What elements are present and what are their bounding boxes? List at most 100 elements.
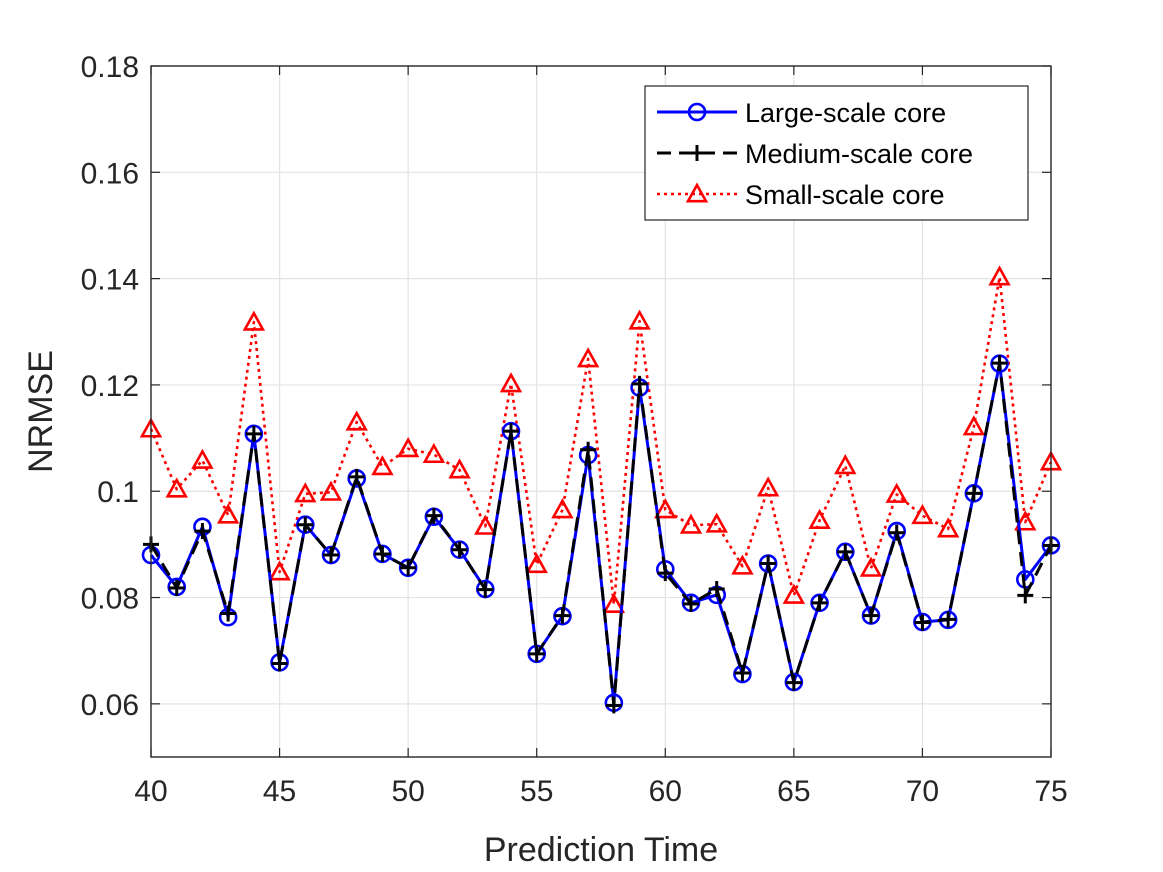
data-point-plus — [168, 579, 185, 596]
x-tick-label: 40 — [134, 775, 167, 808]
x-tick-label: 50 — [391, 775, 424, 808]
data-point-plus — [863, 607, 879, 624]
y-tick-label: 0.14 — [81, 264, 139, 297]
data-point-triangle — [474, 514, 497, 535]
data-point-plus — [245, 425, 262, 442]
data-point-triangle — [628, 309, 651, 330]
data-point-plus — [374, 545, 391, 562]
data-point-triangle — [216, 503, 240, 524]
data-point-triangle — [911, 504, 934, 525]
data-point-plus — [1017, 587, 1034, 604]
x-tick-label: 45 — [263, 775, 296, 808]
x-tick-label: 70 — [906, 775, 939, 808]
data-point-plus — [580, 441, 597, 458]
data-point-triangle — [756, 476, 780, 497]
data-point-plus — [425, 507, 442, 524]
data-point-plus — [708, 581, 725, 598]
data-point-triangle — [705, 512, 728, 533]
data-point-plus — [991, 355, 1008, 372]
data-point-triangle — [294, 482, 317, 503]
series-layer — [139, 265, 1063, 714]
data-point-triangle — [345, 410, 368, 431]
data-point-plus — [477, 581, 494, 598]
data-point-plus — [631, 375, 648, 392]
data-point-triangle — [499, 372, 523, 393]
data-point-triangle — [654, 498, 677, 519]
data-point-plus — [323, 547, 339, 564]
data-point-triangle — [242, 310, 266, 331]
data-point-triangle — [319, 480, 343, 501]
data-point-plus — [554, 607, 571, 624]
legend-label: Medium-scale core — [745, 139, 973, 169]
y-tick-label: 0.08 — [81, 583, 139, 616]
data-point-triangle — [422, 442, 446, 464]
axes-box — [150, 65, 1052, 758]
data-point-triangle — [885, 482, 908, 503]
data-point-triangle — [268, 560, 291, 581]
data-point-triangle — [679, 513, 703, 534]
data-point-plus — [837, 543, 854, 560]
legend-label: Large-scale core — [745, 98, 946, 128]
x-axis-title: Prediction Time — [484, 831, 718, 869]
data-point-triangle — [371, 455, 394, 476]
data-point-plus — [400, 559, 417, 576]
data-point-plus — [965, 485, 982, 502]
data-point-triangle — [808, 508, 831, 529]
data-point-plus — [528, 645, 545, 662]
series-medium-scale-core — [143, 355, 1059, 714]
y-tick-label: 0.06 — [81, 689, 139, 722]
y-tick-label: 0.18 — [81, 51, 139, 84]
data-point-triangle — [191, 448, 214, 469]
data-point-triangle — [962, 415, 986, 436]
data-point-plus — [811, 594, 828, 611]
legend-label: Small-scale core — [745, 180, 945, 210]
axes — [150, 65, 1052, 758]
data-point-plus — [888, 524, 905, 541]
data-point-triangle — [859, 556, 883, 577]
legend: Large-scale core Medium-scale core Small-s… — [644, 85, 1029, 221]
data-point-triangle — [525, 552, 548, 574]
legend-entry: Medium-scale core — [657, 139, 973, 169]
data-point-triangle — [576, 347, 600, 368]
data-point-triangle — [936, 517, 960, 538]
legend-entry: Small-scale core — [657, 180, 945, 210]
x-tick-label: 60 — [649, 775, 682, 808]
data-point-plus — [348, 468, 365, 485]
data-point-plus — [271, 655, 288, 672]
data-point-plus — [605, 697, 622, 714]
legend-entry: Large-scale core — [657, 98, 946, 128]
data-point-triangle — [988, 265, 1011, 286]
data-point-plus — [194, 523, 211, 540]
data-point-plus — [689, 145, 705, 161]
tick-labels: 40 45 50 55 60 65 70 75 0.06 0.08 0.1 0.12 0.14 0.16 0… — [81, 51, 1068, 808]
data-point-plus — [297, 516, 314, 533]
data-point-triangle — [782, 583, 806, 604]
data-point-plus — [657, 565, 674, 582]
x-tick-label: 75 — [1034, 775, 1067, 808]
x-tick-label: 65 — [777, 775, 810, 808]
data-point-circle — [687, 102, 707, 122]
data-point-plus — [683, 595, 699, 612]
data-point-triangle — [834, 454, 857, 475]
data-point-triangle — [602, 592, 626, 613]
data-point-plus — [940, 611, 957, 628]
data-point-plus — [451, 541, 468, 558]
data-point-triangle — [165, 477, 188, 498]
data-point-plus — [220, 605, 237, 622]
data-point-triangle — [448, 458, 471, 479]
data-point-triangle — [731, 554, 754, 575]
y-tick-label: 0.16 — [81, 157, 139, 190]
data-point-triangle — [685, 182, 709, 203]
data-point-plus — [785, 674, 802, 691]
x-tick-label: 55 — [520, 775, 553, 808]
legend-box — [644, 85, 1029, 221]
data-point-triangle — [551, 498, 574, 519]
y-tick-label: 0.1 — [97, 476, 139, 509]
data-point-plus — [734, 665, 751, 682]
series-small-scale-core — [139, 265, 1063, 613]
data-point-triangle — [396, 437, 420, 458]
data-point-plus — [760, 555, 777, 572]
y-axis-title: NRMSE — [22, 350, 60, 473]
